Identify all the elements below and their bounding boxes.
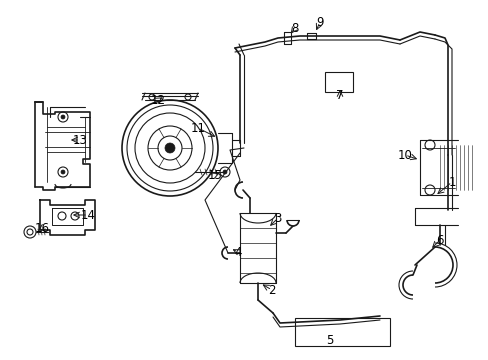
Text: 16: 16 (35, 221, 49, 234)
Text: 15: 15 (207, 168, 222, 181)
Text: 11: 11 (190, 122, 205, 135)
Bar (294, 318, 389, 346)
Text: 3: 3 (274, 212, 281, 225)
Text: 10: 10 (397, 149, 411, 162)
Text: 7: 7 (336, 89, 343, 102)
Text: 13: 13 (72, 134, 87, 147)
Circle shape (61, 115, 65, 119)
Circle shape (223, 170, 226, 174)
Text: 12: 12 (150, 94, 165, 107)
Circle shape (61, 170, 65, 174)
Text: 8: 8 (291, 22, 298, 35)
Text: 5: 5 (325, 333, 333, 346)
Text: 4: 4 (234, 246, 241, 258)
Bar (325, 72, 352, 92)
Text: 14: 14 (81, 208, 95, 221)
Text: 1: 1 (447, 176, 455, 189)
Circle shape (164, 143, 175, 153)
Text: 6: 6 (435, 234, 443, 247)
Text: 9: 9 (316, 15, 323, 28)
Text: 2: 2 (268, 284, 275, 297)
